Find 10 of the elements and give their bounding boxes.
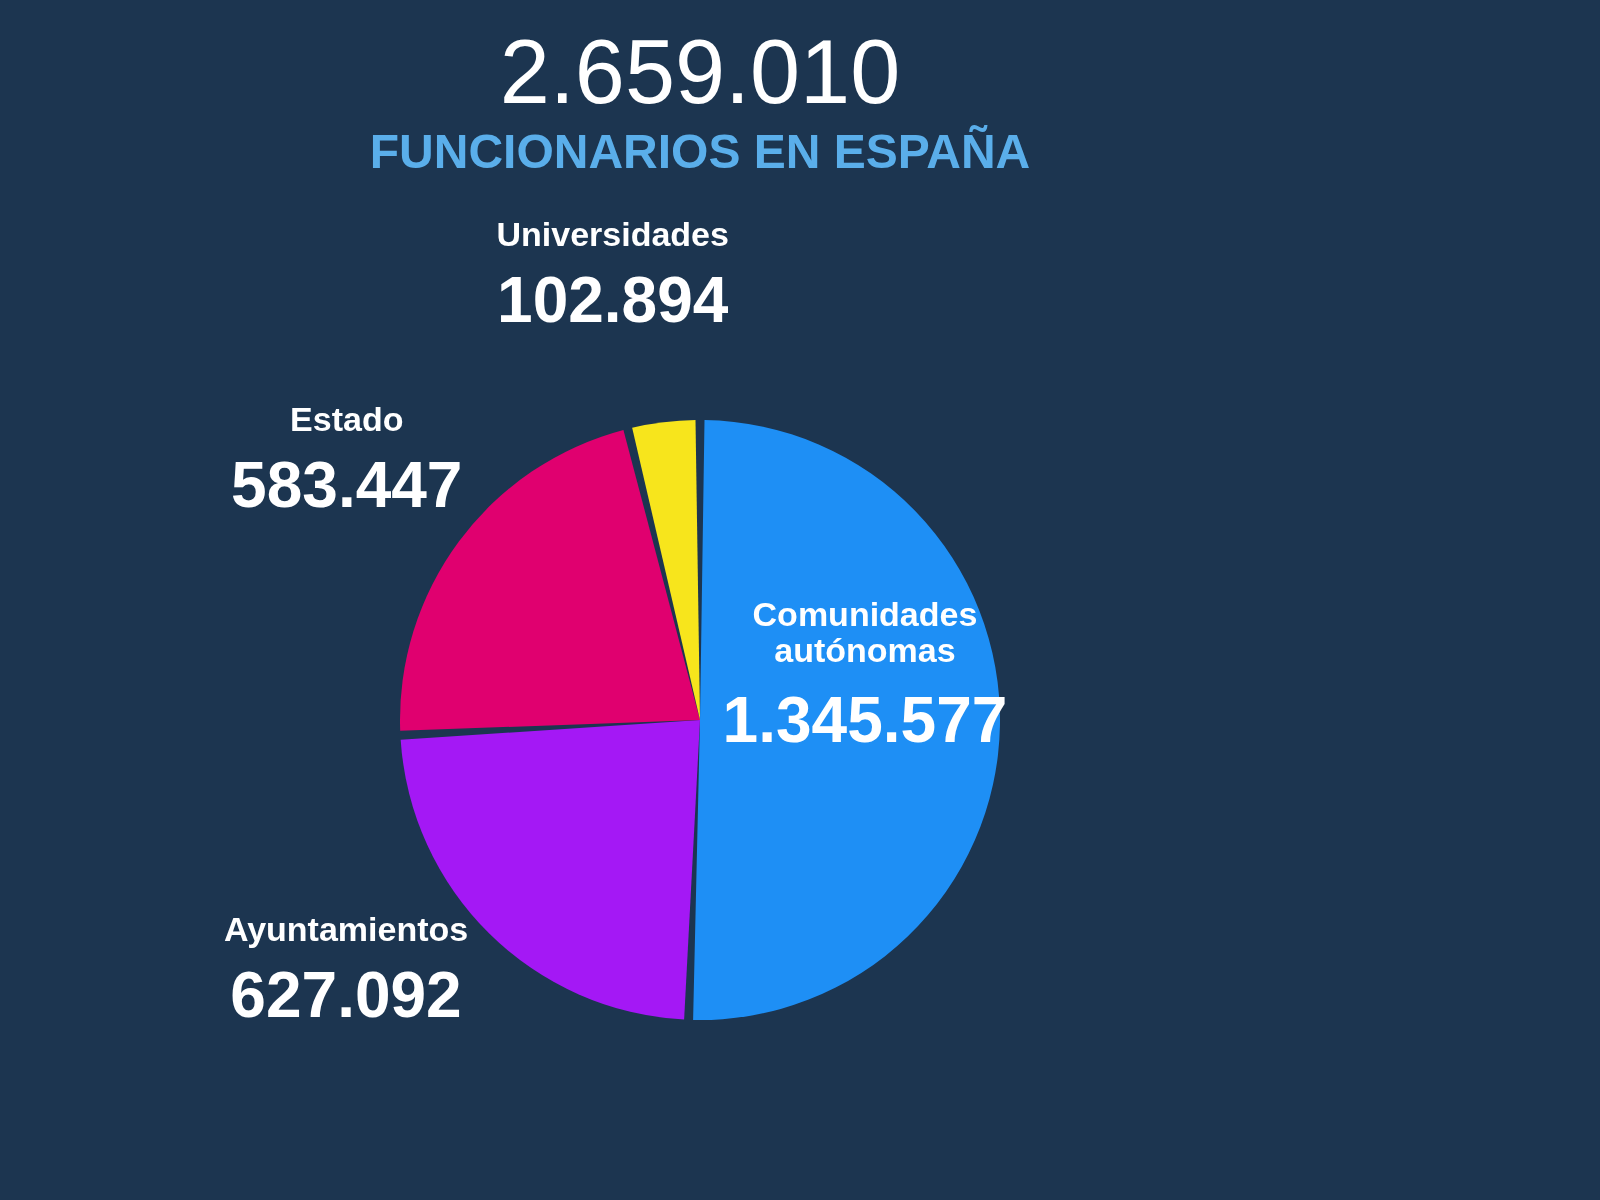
slice-label: Universidades [496,214,729,253]
chart-subtitle: FUNCIONARIOS EN ESPAÑA [369,123,1031,178]
chart-title: 2.659.010 [499,21,901,122]
data-label: 627.092 [230,958,462,1031]
slice-label: Ayuntamientos [223,909,469,948]
slice-label: Comunidades autónomas [752,595,978,670]
data-label: 583.447 [231,448,463,521]
data-label: 102.894 [497,263,729,336]
slice-label: Estado [290,399,404,438]
pie-slice [632,420,700,720]
